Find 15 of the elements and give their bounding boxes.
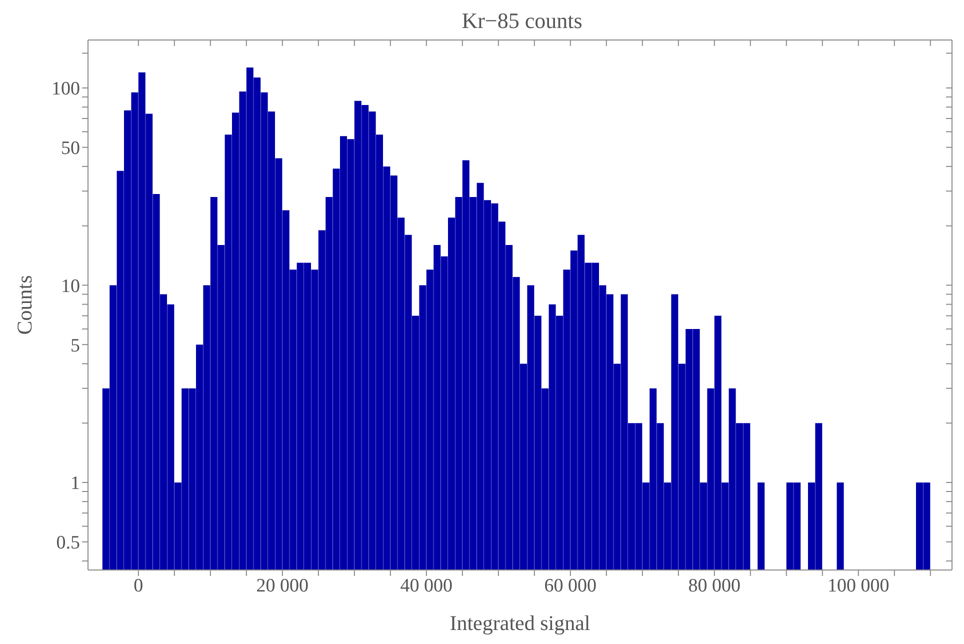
chart-title: Kr−85 counts	[460, 8, 584, 35]
x-tick-label: 100 000	[828, 575, 890, 596]
y-tick-label: 5	[70, 335, 80, 356]
y-axis-title: Counts	[12, 275, 36, 335]
x-tick-label: 20 000	[256, 575, 309, 596]
y-tick-label: 1	[70, 473, 80, 494]
y-tick-label: 100	[52, 78, 80, 100]
y-tick-label: 50	[61, 138, 80, 160]
x-tick-label: 60 000	[544, 575, 597, 596]
x-tick-label: 40 000	[400, 575, 453, 596]
x-tick-label: 0	[134, 575, 144, 596]
y-tick-label: 10	[61, 276, 80, 297]
x-axis-title: Integrated signal	[450, 611, 590, 635]
x-tick-label: 80 000	[688, 575, 741, 596]
y-tick-label: 0.5	[56, 532, 80, 554]
